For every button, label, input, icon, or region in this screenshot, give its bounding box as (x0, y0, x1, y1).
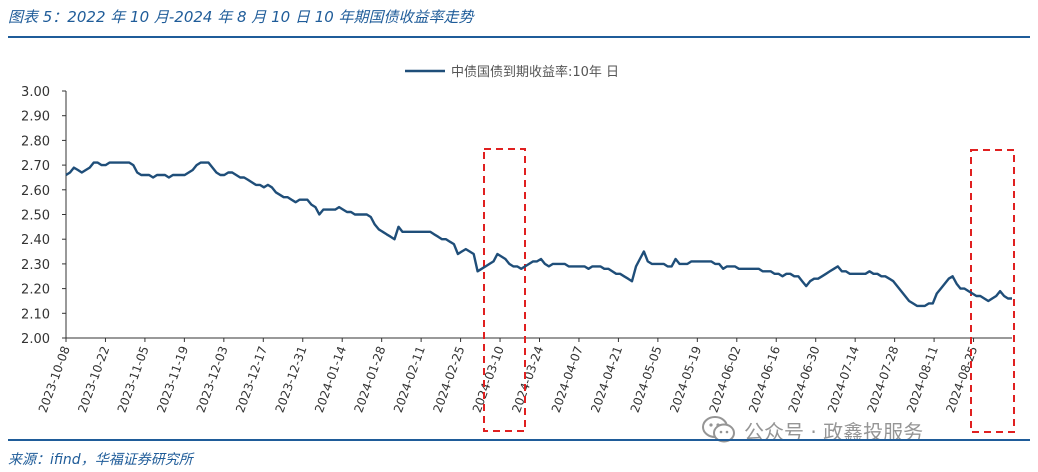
y-tick-label: 2.00 (21, 332, 50, 347)
y-tick-label: 2.40 (21, 233, 50, 248)
title-rule (8, 36, 1030, 38)
x-tick-label: 2023-12-31 (273, 344, 310, 414)
figure-source: 来源：ifind，华福证券研究所 (8, 452, 193, 468)
x-tick-label: 2024-01-28 (351, 344, 388, 414)
yield-series-line (65, 161, 1012, 308)
x-tick-label: 2024-04-07 (549, 344, 586, 414)
x-tick-label: 2024-08-25 (943, 344, 980, 414)
x-tick-label: 2023-10-08 (36, 344, 73, 414)
y-tick-label: 2.90 (21, 110, 50, 125)
highlight-box (483, 148, 526, 432)
x-tick-label: 2023-12-03 (194, 344, 231, 414)
x-tick-label: 2024-02-25 (430, 344, 467, 414)
legend: 中债国债到期收益率:10年 日 (405, 64, 619, 80)
x-tick-label: 2023-12-17 (233, 344, 270, 414)
x-tick-label: 2024-05-05 (628, 344, 665, 414)
x-tick-label: 2024-06-16 (746, 344, 783, 414)
watermark: 公众号 · 政鑫投服务 (702, 413, 923, 447)
figure-title: 图表 5：2022 年 10 月-2024 年 8 月 10 日 10 年期国债… (8, 8, 474, 26)
x-tick-label: 2024-04-21 (588, 344, 625, 414)
x-tick-label: 2023-10-22 (75, 344, 112, 414)
highlight-box (970, 149, 1015, 433)
y-axis: 3.00 2.90 2.80 2.70 2.60 2.50 2.40 2.30 2.20 2.10… (21, 85, 67, 347)
x-tick-label: 2024-05-19 (667, 344, 704, 414)
y-tick-label: 2.60 (21, 184, 50, 199)
x-tick-label: 2024-01-14 (312, 344, 349, 414)
legend-label: 中债国债到期收益率:10年 日 (451, 64, 619, 80)
y-tick-label: 2.10 (21, 307, 50, 322)
x-tick-label: 2023-11-05 (115, 344, 152, 414)
y-tick-label: 2.20 (21, 283, 50, 298)
y-tick-label: 2.80 (21, 134, 50, 149)
x-tick-label: 2024-06-30 (786, 344, 823, 414)
x-tick-label: 2024-03-24 (509, 344, 546, 414)
x-tick-label: 2024-07-28 (864, 344, 901, 414)
wechat-icon (702, 415, 736, 445)
x-tick-label: 2024-06-02 (707, 344, 744, 414)
x-tick-label: 2023-11-19 (154, 344, 191, 414)
y-tick-label: 2.50 (21, 209, 50, 224)
x-tick-label: 2024-07-14 (825, 344, 862, 414)
y-tick-label: 2.70 (21, 159, 50, 174)
y-tick-label: 3.00 (21, 85, 50, 100)
x-tick-label: 2024-02-11 (391, 344, 428, 414)
source-rule (8, 439, 1030, 441)
highlight-boxes (483, 148, 1015, 433)
x-tick-label: 2024-08-11 (904, 344, 941, 414)
y-tick-label: 2.30 (21, 258, 50, 273)
x-tick-label: 2024-03-10 (470, 344, 507, 414)
x-axis: 2023-10-08 2023-10-22 2023-11-05 2023-11-19… (36, 337, 1012, 415)
